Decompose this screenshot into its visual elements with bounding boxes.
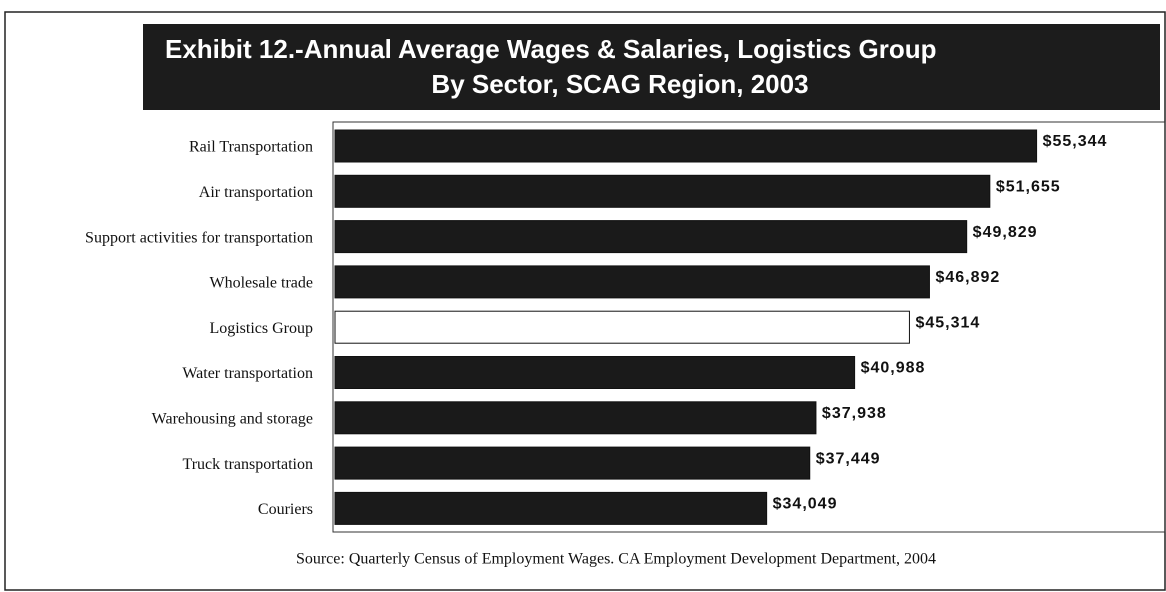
plot-frame	[332, 121, 1166, 533]
category-label: Air transportation	[199, 184, 313, 201]
value-label: $55,344	[1043, 133, 1108, 150]
bar	[334, 220, 968, 254]
category-label: Couriers	[258, 501, 313, 518]
bar	[334, 174, 991, 208]
value-label: $40,988	[861, 360, 926, 377]
category-label: Wholesale trade	[210, 275, 314, 292]
category-label: Water transportation	[182, 365, 313, 382]
value-label: $49,829	[973, 224, 1038, 241]
value-label: $46,892	[935, 269, 1000, 286]
value-label: $37,449	[816, 450, 881, 467]
bar	[334, 356, 856, 389]
value-label: $51,655	[996, 179, 1061, 196]
category-label: Logistics Group	[209, 320, 313, 337]
category-label: Support activities for transportation	[85, 229, 313, 246]
chart-title: Exhibit 12.-Annual Average Wages & Salar…	[165, 34, 937, 64]
category-label: Warehousing and storage	[152, 410, 313, 427]
value-label: $45,314	[915, 314, 980, 331]
bar	[334, 401, 817, 435]
title-banner	[143, 24, 1160, 110]
bar	[334, 446, 811, 480]
value-label: $34,049	[773, 496, 838, 513]
bar	[334, 491, 768, 525]
source-note: Source: Quarterly Census of Employment W…	[296, 551, 936, 568]
bar	[334, 265, 930, 299]
bar	[334, 310, 910, 344]
bar	[334, 129, 1038, 163]
chart-subtitle: By Sector, SCAG Region, 2003	[431, 69, 808, 99]
category-label: Truck transportation	[182, 456, 313, 473]
value-label: $37,938	[822, 405, 887, 422]
category-label: Rail Transportation	[189, 139, 313, 156]
